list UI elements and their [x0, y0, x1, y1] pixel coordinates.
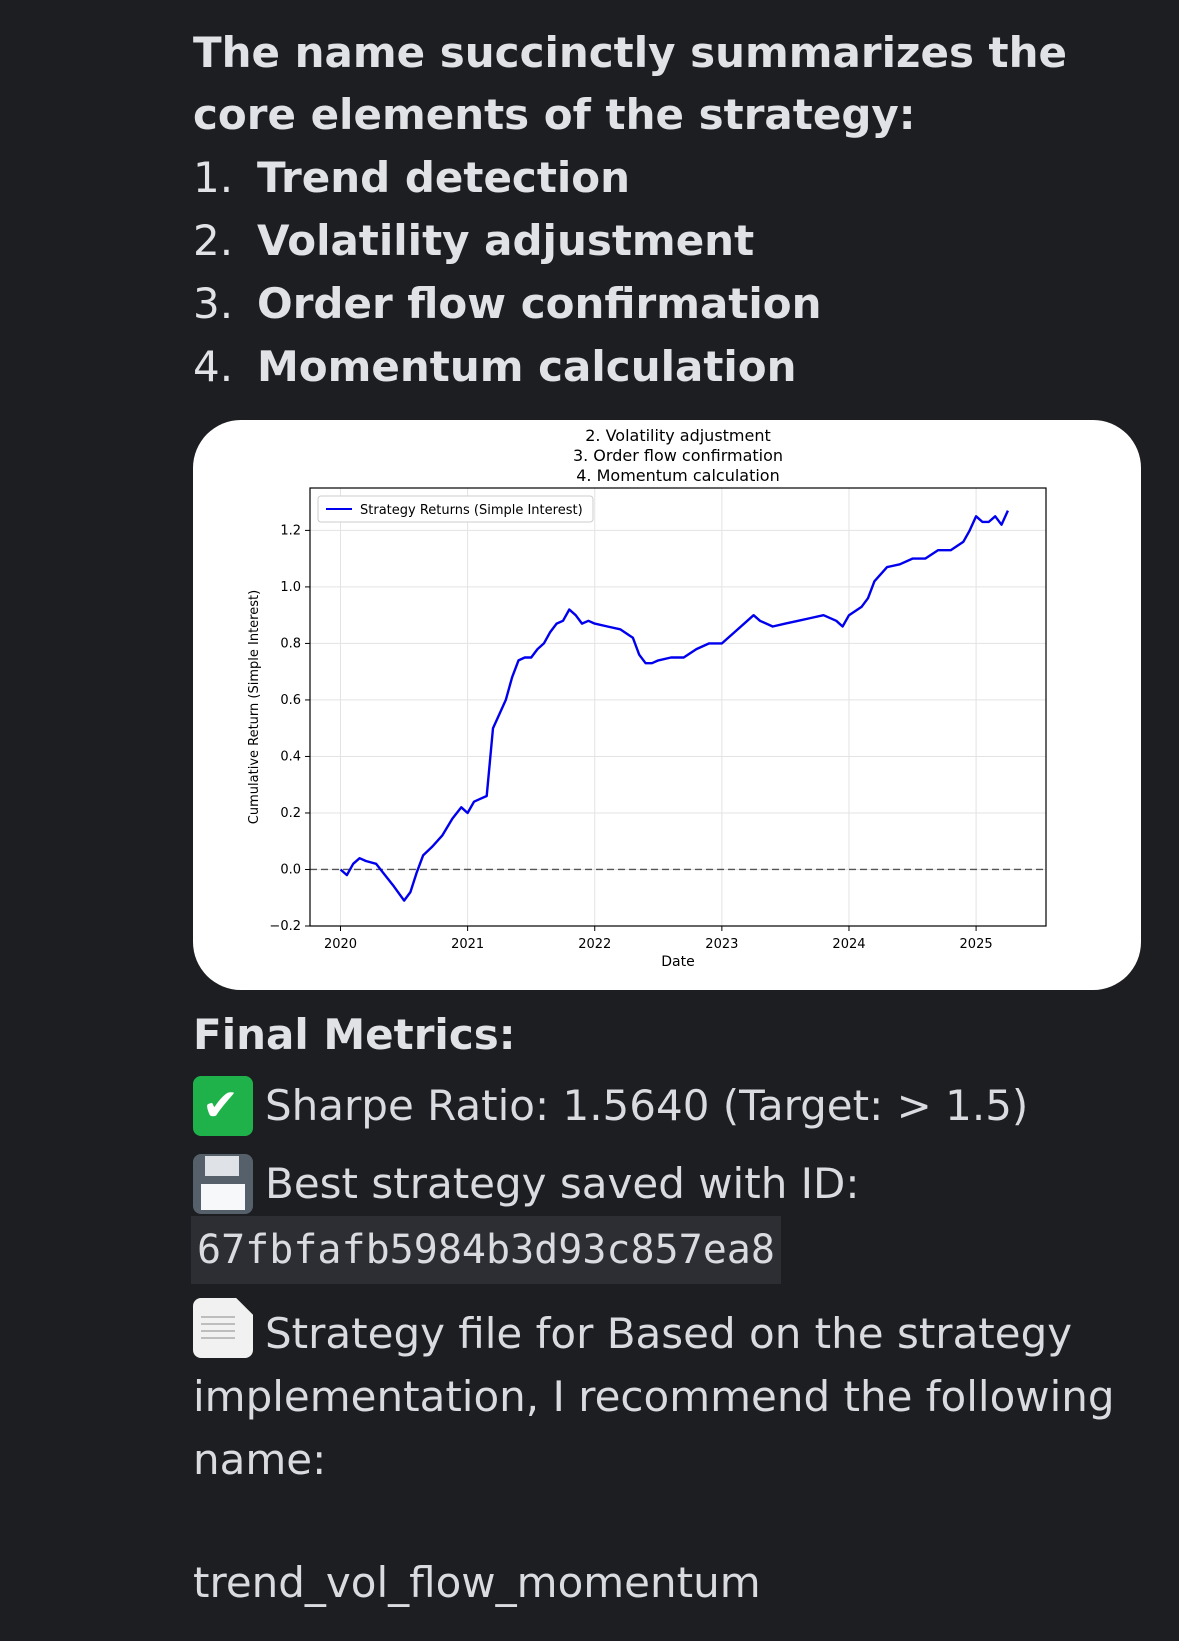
- x-axis-label: Date: [661, 954, 694, 970]
- x-tick-label: 2024: [832, 937, 865, 952]
- saved-id-row: 67fbfafb5984b3d93c857ea8: [191, 1216, 1153, 1284]
- x-tick-label: 2021: [451, 937, 484, 952]
- file-row: Strategy file for Based on the strategy …: [193, 1298, 1153, 1491]
- list-item: 3. Order flow confirmation: [193, 272, 1093, 335]
- chart-image[interactable]: 2. Volatility adjustment 3. Order flow co…: [193, 420, 1141, 990]
- file-description: Strategy file for Based on the strategy …: [193, 1309, 1115, 1484]
- list-number: 2.: [193, 216, 234, 265]
- list-label: Momentum calculation: [257, 342, 797, 391]
- sharpe-row: Sharpe Ratio: 1.5640 (Target: > 1.5): [193, 1074, 1153, 1138]
- y-tick-label: 0.8: [280, 636, 301, 651]
- y-tick-label: 0.4: [280, 749, 301, 764]
- y-tick-label: 0.6: [280, 693, 301, 708]
- intro-text: The name succinctly summarizes the core …: [193, 28, 1068, 139]
- saved-text: Best strategy saved with ID:: [265, 1159, 860, 1208]
- legend-label: Strategy Returns (Simple Interest): [360, 503, 583, 518]
- y-tick-label: −0.2: [269, 919, 301, 934]
- list-number: 1.: [193, 153, 234, 202]
- list-label: Order flow confirmation: [257, 279, 822, 328]
- y-tick-label: 1.2: [280, 523, 301, 538]
- list-label: Trend detection: [257, 153, 631, 202]
- x-tick-label: 2023: [705, 937, 738, 952]
- sharpe-text: Sharpe Ratio: 1.5640 (Target: > 1.5): [265, 1081, 1029, 1130]
- list-number: 3.: [193, 279, 234, 328]
- strategy-elements-list: 1. Trend detection 2. Volatility adjustmen…: [193, 146, 1093, 398]
- page-facing-up-icon: [193, 1298, 253, 1358]
- chart-title-line: 4. Momentum calculation: [576, 466, 779, 485]
- message-content: The name succinctly summarizes the core …: [193, 22, 1093, 398]
- x-tick-label: 2020: [324, 937, 357, 952]
- list-item: 2. Volatility adjustment: [193, 209, 1093, 272]
- strategy-id-code[interactable]: 67fbfafb5984b3d93c857ea8: [191, 1216, 781, 1284]
- file-text: Strategy file for Based on the strategy …: [193, 1298, 1153, 1491]
- list-number: 4.: [193, 342, 234, 391]
- y-axis-label: Cumulative Return (Simple Interest): [247, 590, 262, 824]
- y-tick-label: 1.0: [280, 580, 301, 595]
- check-mark-button-icon: [193, 1074, 253, 1138]
- floppy-disk-icon: [193, 1154, 253, 1214]
- chart-title-line: 2. Volatility adjustment: [585, 426, 771, 445]
- chart-title-line: 3. Order flow confirmation: [573, 446, 783, 465]
- metrics-title: Final Metrics:: [193, 1010, 516, 1059]
- y-tick-label: 0.2: [280, 806, 301, 821]
- final-metrics: Final Metrics: Sharpe Ratio: 1.5640 (Tar…: [191, 1004, 1153, 1614]
- plot-frame: [309, 487, 1047, 927]
- list-item: 4. Momentum calculation: [193, 335, 1093, 398]
- strategy-name[interactable]: trend_vol_flow_momentum: [193, 1558, 761, 1607]
- y-tick-label: 0.0: [280, 862, 301, 877]
- chart-legend: Strategy Returns (Simple Interest): [317, 495, 594, 523]
- x-tick-label: 2022: [578, 937, 611, 952]
- x-tick-label: 2025: [960, 937, 993, 952]
- legend-box: [317, 495, 594, 523]
- list-label: Volatility adjustment: [257, 216, 755, 265]
- list-item: 1. Trend detection: [193, 146, 1093, 209]
- series-line: [339, 510, 1009, 902]
- saved-row: Best strategy saved with ID:: [193, 1152, 1153, 1216]
